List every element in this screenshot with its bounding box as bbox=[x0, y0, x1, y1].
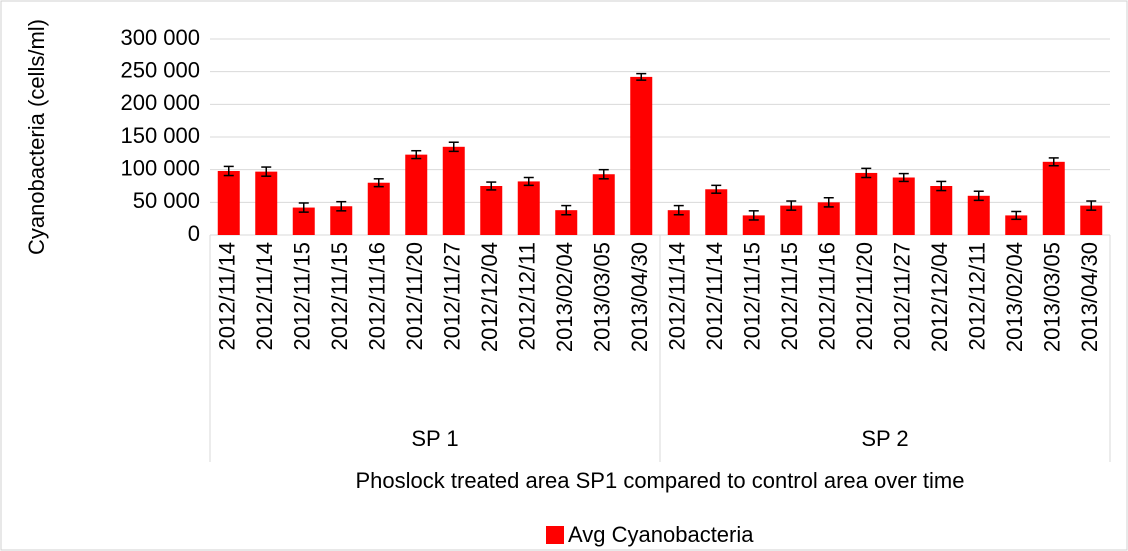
y-tick-label: 150 000 bbox=[120, 123, 200, 148]
error-bar bbox=[673, 204, 684, 216]
error-bar bbox=[861, 167, 872, 179]
group-label: SP 1 bbox=[411, 426, 458, 451]
bar bbox=[292, 207, 315, 235]
bar bbox=[1042, 161, 1065, 235]
bar bbox=[667, 210, 690, 235]
x-tick-label: 2013/04/30 bbox=[627, 242, 652, 352]
x-tick-label: 2012/11/14 bbox=[665, 242, 690, 350]
x-tick-label: 2012/11/15 bbox=[777, 242, 802, 350]
bar bbox=[1080, 205, 1103, 235]
error-bar bbox=[823, 197, 834, 208]
x-tick-label: 2012/11/27 bbox=[890, 242, 915, 350]
error-bar bbox=[561, 204, 572, 216]
legend-swatch bbox=[546, 526, 564, 544]
error-bar bbox=[261, 166, 272, 177]
bar bbox=[742, 215, 765, 235]
error-bar bbox=[1011, 210, 1022, 221]
x-tick-label: 2012/11/14 bbox=[252, 242, 277, 350]
error-bar bbox=[936, 180, 947, 192]
error-bar bbox=[898, 172, 909, 183]
error-bar bbox=[973, 190, 984, 202]
bar bbox=[892, 177, 915, 235]
error-bar bbox=[298, 202, 309, 213]
x-tick-label: 2012/11/20 bbox=[402, 242, 427, 350]
error-bar bbox=[223, 165, 234, 177]
y-tick-label: 100 000 bbox=[120, 155, 200, 180]
error-bar bbox=[786, 200, 797, 211]
x-tick-label: 2013/02/04 bbox=[1002, 242, 1027, 352]
bar bbox=[967, 195, 990, 235]
bar bbox=[780, 205, 803, 235]
x-tick-label: 2012/11/15 bbox=[740, 242, 765, 350]
error-bar bbox=[636, 72, 647, 81]
x-tick-label: 2013/02/04 bbox=[552, 242, 577, 352]
y-tick-label: 50 000 bbox=[133, 188, 200, 213]
error-bar bbox=[748, 210, 759, 221]
error-bar bbox=[486, 181, 497, 191]
x-tick-label: 2012/12/11 bbox=[965, 242, 990, 350]
bar bbox=[217, 170, 240, 235]
bar bbox=[405, 154, 428, 235]
y-tick-label: 250 000 bbox=[120, 57, 200, 82]
x-axis-title: Phoslock treated area SP1 compared to co… bbox=[356, 468, 965, 493]
error-bar bbox=[523, 176, 534, 187]
error-bar bbox=[1048, 157, 1059, 167]
bar bbox=[705, 189, 728, 235]
bar bbox=[480, 186, 503, 235]
error-bar bbox=[711, 184, 722, 194]
error-bar bbox=[448, 141, 459, 153]
x-tick-label: 2012/11/15 bbox=[327, 242, 352, 350]
bar bbox=[630, 76, 653, 235]
bar bbox=[817, 202, 840, 235]
error-bar bbox=[598, 168, 609, 180]
bar bbox=[555, 210, 578, 235]
legend-label: Avg Cyanobacteria bbox=[568, 522, 754, 547]
x-tick-label: 2012/11/14 bbox=[702, 242, 727, 350]
bar bbox=[930, 186, 953, 235]
bar bbox=[855, 172, 878, 235]
x-tick-label: 2012/11/15 bbox=[290, 242, 315, 350]
x-tick-label: 2012/12/04 bbox=[927, 242, 952, 352]
bar bbox=[367, 182, 390, 235]
x-tick-label: 2013/04/30 bbox=[1077, 242, 1102, 352]
error-bar bbox=[336, 200, 347, 212]
x-tick-label: 2012/11/14 bbox=[215, 242, 240, 350]
y-tick-label: 0 bbox=[188, 221, 200, 246]
x-tick-label: 2013/03/05 bbox=[1040, 242, 1065, 352]
x-tick-label: 2012/11/27 bbox=[440, 242, 465, 350]
x-tick-label: 2012/11/16 bbox=[365, 242, 390, 350]
y-tick-label: 200 000 bbox=[120, 90, 200, 115]
error-bar bbox=[373, 178, 384, 188]
x-tick-label: 2012/12/04 bbox=[477, 242, 502, 352]
bar bbox=[592, 174, 615, 235]
x-tick-label: 2012/12/11 bbox=[515, 242, 540, 350]
y-axis-title: Cyanobacteria (cells/ml) bbox=[24, 19, 49, 255]
error-bar bbox=[411, 149, 422, 160]
bar bbox=[330, 206, 353, 235]
x-tick-label: 2012/11/16 bbox=[815, 242, 840, 350]
bar bbox=[1005, 215, 1028, 235]
y-tick-label: 300 000 bbox=[120, 25, 200, 50]
group-label: SP 2 bbox=[861, 426, 908, 451]
error-bar bbox=[1086, 200, 1097, 211]
x-tick-label: 2013/03/05 bbox=[590, 242, 615, 352]
bar bbox=[255, 171, 278, 235]
bar bbox=[517, 181, 540, 235]
x-tick-label: 2012/11/20 bbox=[852, 242, 877, 350]
bar bbox=[442, 146, 465, 235]
